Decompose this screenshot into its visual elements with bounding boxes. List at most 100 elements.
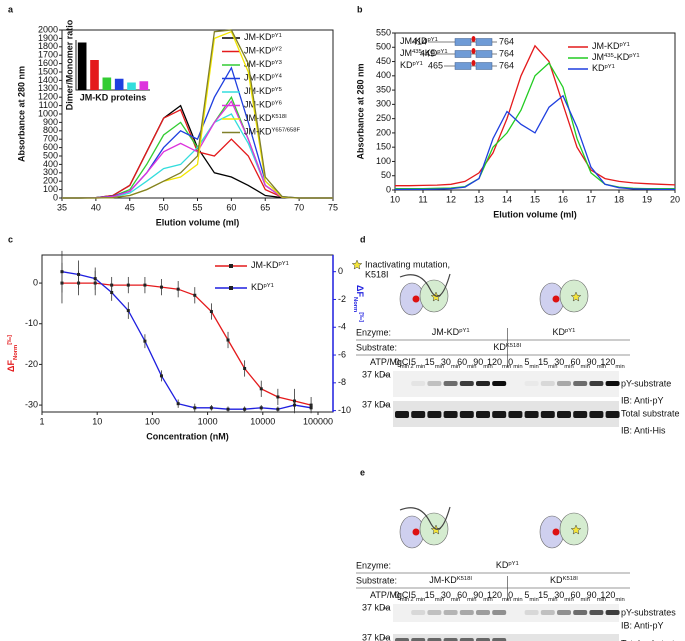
band <box>508 610 522 615</box>
legend-label-part: JM-KD <box>244 113 272 123</box>
y-tick-label: 350 <box>376 84 391 94</box>
point <box>176 287 180 291</box>
time-label: 120min <box>600 357 624 369</box>
substrate-name: KDK518I <box>493 342 521 352</box>
y-axis-label: ΔFNorm[‰] <box>6 335 18 372</box>
legend-label: JM-KDpY3 <box>244 59 282 69</box>
star-icon <box>570 291 582 302</box>
series-line <box>62 29 333 199</box>
y-tick-label: 400 <box>43 159 58 169</box>
x-tick-label: 100000 <box>303 416 333 426</box>
time-label-part: 90 <box>587 590 597 600</box>
y-tick-label: 300 <box>43 167 58 177</box>
y-tick-label: 2000 <box>38 24 58 34</box>
y-axis-label-part: [‰] <box>7 335 13 345</box>
row-name: Total substrate <box>621 408 680 418</box>
band <box>395 381 409 386</box>
phospho-site <box>471 60 476 66</box>
point <box>259 387 263 391</box>
kd-lobe <box>475 62 493 70</box>
time-label-part: min <box>400 597 409 603</box>
band <box>395 638 409 641</box>
x-tick-label: 10000 <box>250 416 275 426</box>
y-tick-label: 1200 <box>38 92 58 102</box>
construct-label-part: -KD <box>422 48 438 58</box>
x-tick-label: 10 <box>390 194 400 204</box>
site <box>412 295 420 303</box>
band <box>427 610 442 615</box>
band <box>605 381 620 386</box>
time-label: 5min <box>524 590 538 602</box>
y-tick-label: 500 <box>376 42 391 52</box>
time-label-part: 5 <box>411 357 416 367</box>
time-label: 90min <box>587 590 606 602</box>
y-tick-label: 600 <box>43 142 58 152</box>
legend-label: JM-KDY657/658F <box>244 127 301 137</box>
y-tick-label: 0 <box>53 192 58 202</box>
y2-axis-label-part: Norm <box>352 297 358 312</box>
row-label: Substrate: <box>356 342 397 352</box>
kd-lobe <box>454 38 472 46</box>
x-axis-label: Concentration (nM) <box>146 431 229 441</box>
point <box>276 407 280 411</box>
band <box>459 411 474 418</box>
time-label-part: min <box>615 364 624 370</box>
time-label-part: min <box>597 364 606 370</box>
time-label-part: min <box>467 364 476 370</box>
time-label: 90min <box>473 357 492 369</box>
time-label-part: min <box>548 597 557 603</box>
legend-label-part: JM-KD <box>244 59 272 69</box>
legend-label: JM-KDpY1 <box>251 260 289 270</box>
legend-marker <box>229 286 233 290</box>
bar <box>139 81 149 90</box>
time-label-part: min <box>513 364 522 370</box>
jm-tail <box>399 506 451 530</box>
series-line <box>62 30 333 199</box>
band <box>524 411 539 418</box>
time-label: 15min <box>425 590 444 602</box>
time-label: 15min <box>425 357 444 369</box>
band <box>492 381 507 386</box>
legend-label-part: JM-KD <box>244 100 272 110</box>
ib-label: IB: Anti-His <box>621 425 666 435</box>
kd-lobe <box>475 38 493 46</box>
point <box>209 406 213 410</box>
time-label-part: 60 <box>570 590 580 600</box>
band <box>589 381 604 386</box>
construct-end: 764 <box>499 60 514 70</box>
time-label: 90min <box>587 357 606 369</box>
legend-label-part: pY1 <box>279 261 289 267</box>
band <box>492 610 507 615</box>
substrate-name: KDK518I <box>550 575 578 585</box>
time-label-part: min <box>483 597 492 603</box>
band <box>573 610 588 615</box>
row-label: Substrate: <box>356 575 397 585</box>
point <box>209 310 213 314</box>
point <box>143 339 147 343</box>
band <box>540 381 555 386</box>
x-axis-label: JM-KD proteins <box>80 92 147 102</box>
enzyme-name-part: pY1 <box>508 561 518 567</box>
marker-label: 37 kDa <box>362 369 391 379</box>
time-label-part: 15 <box>425 590 435 600</box>
panel-letter: b <box>357 4 363 14</box>
legend-label-part: pY3 <box>272 60 282 66</box>
x-tick-label: 1000 <box>198 416 218 426</box>
construct-label: JM-KDpY1 <box>400 36 438 46</box>
construct-label-part: 435 <box>412 49 422 55</box>
time-label-part: min <box>451 364 460 370</box>
enzyme-name-part: pY1 <box>459 328 469 334</box>
construct-start: 414 <box>412 36 427 46</box>
series-line <box>62 100 333 199</box>
construct-end: 764 <box>499 48 514 58</box>
blot-bg <box>393 604 619 622</box>
point <box>243 407 247 411</box>
y-tick-label: 50 <box>381 170 391 180</box>
band <box>589 411 604 418</box>
substrate-name-part: KD <box>550 575 563 585</box>
point <box>193 406 197 410</box>
x-tick-label: 1 <box>39 416 44 426</box>
row-label-part: 2 <box>410 597 413 603</box>
band <box>525 381 539 386</box>
blot-bg <box>393 634 619 641</box>
